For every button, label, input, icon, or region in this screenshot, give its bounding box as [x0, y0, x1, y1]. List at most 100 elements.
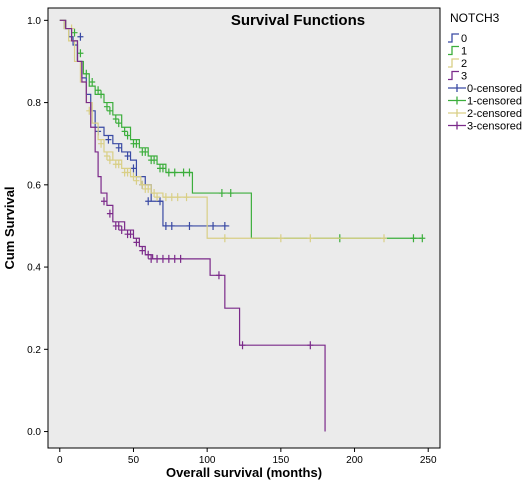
legend-item-2: 2	[448, 58, 467, 70]
y-tick-label: 0.6	[27, 180, 41, 191]
censored-mark-2	[221, 234, 228, 243]
censored-mark-1	[77, 49, 84, 58]
censored-mark-3	[171, 254, 178, 263]
censored-mark-2	[115, 160, 122, 169]
x-tick-label: 250	[420, 455, 437, 466]
censored-mark-0	[77, 32, 84, 41]
censored-mark-1	[83, 69, 90, 78]
legend-label: 0-censored	[467, 83, 522, 95]
censored-mark-1	[121, 127, 128, 136]
plot-area	[47, 7, 441, 449]
censored-mark-0	[105, 135, 112, 144]
censored-mark-2	[154, 193, 161, 202]
censored-mark-2	[130, 172, 137, 181]
censored-mark-1	[186, 168, 193, 177]
censored-mark-2	[277, 234, 284, 243]
x-axis-label: Overall survival (months)	[166, 465, 322, 480]
censored-mark-1	[115, 119, 122, 128]
censored-mark-0	[186, 221, 193, 230]
censored-mark-2	[103, 152, 110, 161]
censored-mark-0	[130, 164, 137, 173]
censored-mark-3	[101, 197, 107, 206]
legend-item-3: 3	[448, 71, 467, 83]
x-tick-label: 100	[199, 455, 216, 466]
censored-mark-3	[127, 230, 134, 239]
censored-mark-2	[381, 234, 387, 243]
censored-mark-1	[410, 234, 417, 243]
legend-title: NOTCH3	[450, 11, 500, 25]
censored-mark-3	[215, 271, 222, 280]
legend-label: 0	[461, 33, 467, 45]
censored-mark-1	[227, 189, 234, 198]
y-tick-label: 0.4	[27, 263, 41, 274]
legend-label: 3-censored	[467, 121, 522, 133]
censored-mark-0	[162, 221, 169, 230]
censored-mark-2	[98, 139, 105, 148]
censored-mark-2	[145, 184, 152, 193]
censored-mark-0	[124, 152, 131, 161]
legend-swatch	[448, 45, 459, 56]
legend-swatch	[448, 70, 459, 81]
censored-mark-1	[124, 131, 131, 140]
censored-mark-0	[221, 221, 228, 230]
censored-mark-1	[103, 102, 110, 111]
censored-mark-3	[165, 254, 172, 263]
censored-mark-3	[148, 254, 155, 263]
legend-label: 2-censored	[467, 108, 522, 120]
censored-mark-1	[142, 147, 149, 156]
survival-curve-3	[59, 19, 326, 432]
x-tick-label: 150	[272, 455, 289, 466]
legend-item-0: 0	[448, 33, 467, 45]
censored-mark-1	[95, 86, 102, 95]
legend-swatch	[448, 33, 459, 43]
censored-mark-2	[183, 193, 190, 202]
x-axis: 0 50 100 150 200 250	[57, 448, 437, 466]
censored-mark-3	[154, 254, 161, 263]
censored-mark-2	[174, 193, 181, 202]
y-tick-label: 0.0	[27, 427, 41, 438]
y-axis: 0.0 0.2 0.4 0.6 0.8 1.0	[27, 16, 48, 438]
legend-label: 1	[461, 46, 467, 58]
censored-mark-3	[239, 341, 246, 350]
censored-mark-3	[106, 209, 113, 218]
censored-mark-3	[159, 254, 166, 263]
censored-mark-1	[419, 234, 426, 243]
censored-mark-1	[151, 156, 158, 165]
censored-mark-2	[307, 234, 314, 243]
censored-mark-3	[115, 221, 122, 230]
legend-item-0-censored: 0-censored	[448, 83, 522, 95]
censored-mark-3	[307, 341, 314, 350]
censored-mark-1	[133, 139, 140, 148]
censored-mark-0	[210, 221, 217, 230]
y-tick-label: 1.0	[27, 16, 41, 27]
y-tick-label: 0.2	[27, 345, 41, 356]
censored-mark-3	[145, 250, 152, 259]
censored-mark-1	[171, 168, 178, 177]
censored-mark-1	[112, 115, 119, 124]
x-tick-label: 200	[346, 455, 363, 466]
legend-swatch	[448, 58, 459, 68]
censored-mark-1	[89, 78, 96, 87]
censored-mark-3	[139, 246, 146, 255]
censored-mark-3	[118, 226, 125, 235]
legend-item-1-censored: 1-censored	[448, 96, 522, 108]
legend-item-3-censored: 3-censored	[448, 121, 522, 133]
legend-label: 3	[461, 71, 467, 83]
censored-mark-2	[106, 156, 113, 165]
censored-mark-2	[162, 193, 169, 202]
censored-mark-1	[106, 106, 113, 115]
chart-title: Survival Functions	[231, 12, 365, 29]
legend-label: 2	[461, 58, 467, 70]
censored-mark-1	[165, 168, 172, 177]
censored-mark-2	[168, 193, 175, 202]
x-tick-label: 0	[57, 455, 63, 466]
censored-mark-1	[218, 189, 225, 198]
censored-mark-0	[145, 197, 152, 206]
series-layer	[59, 19, 426, 432]
legend-cross-swatch	[448, 121, 466, 130]
legend-item-2-censored: 2-censored	[448, 108, 522, 120]
censored-mark-3	[133, 238, 140, 247]
censored-mark-3	[177, 254, 184, 263]
